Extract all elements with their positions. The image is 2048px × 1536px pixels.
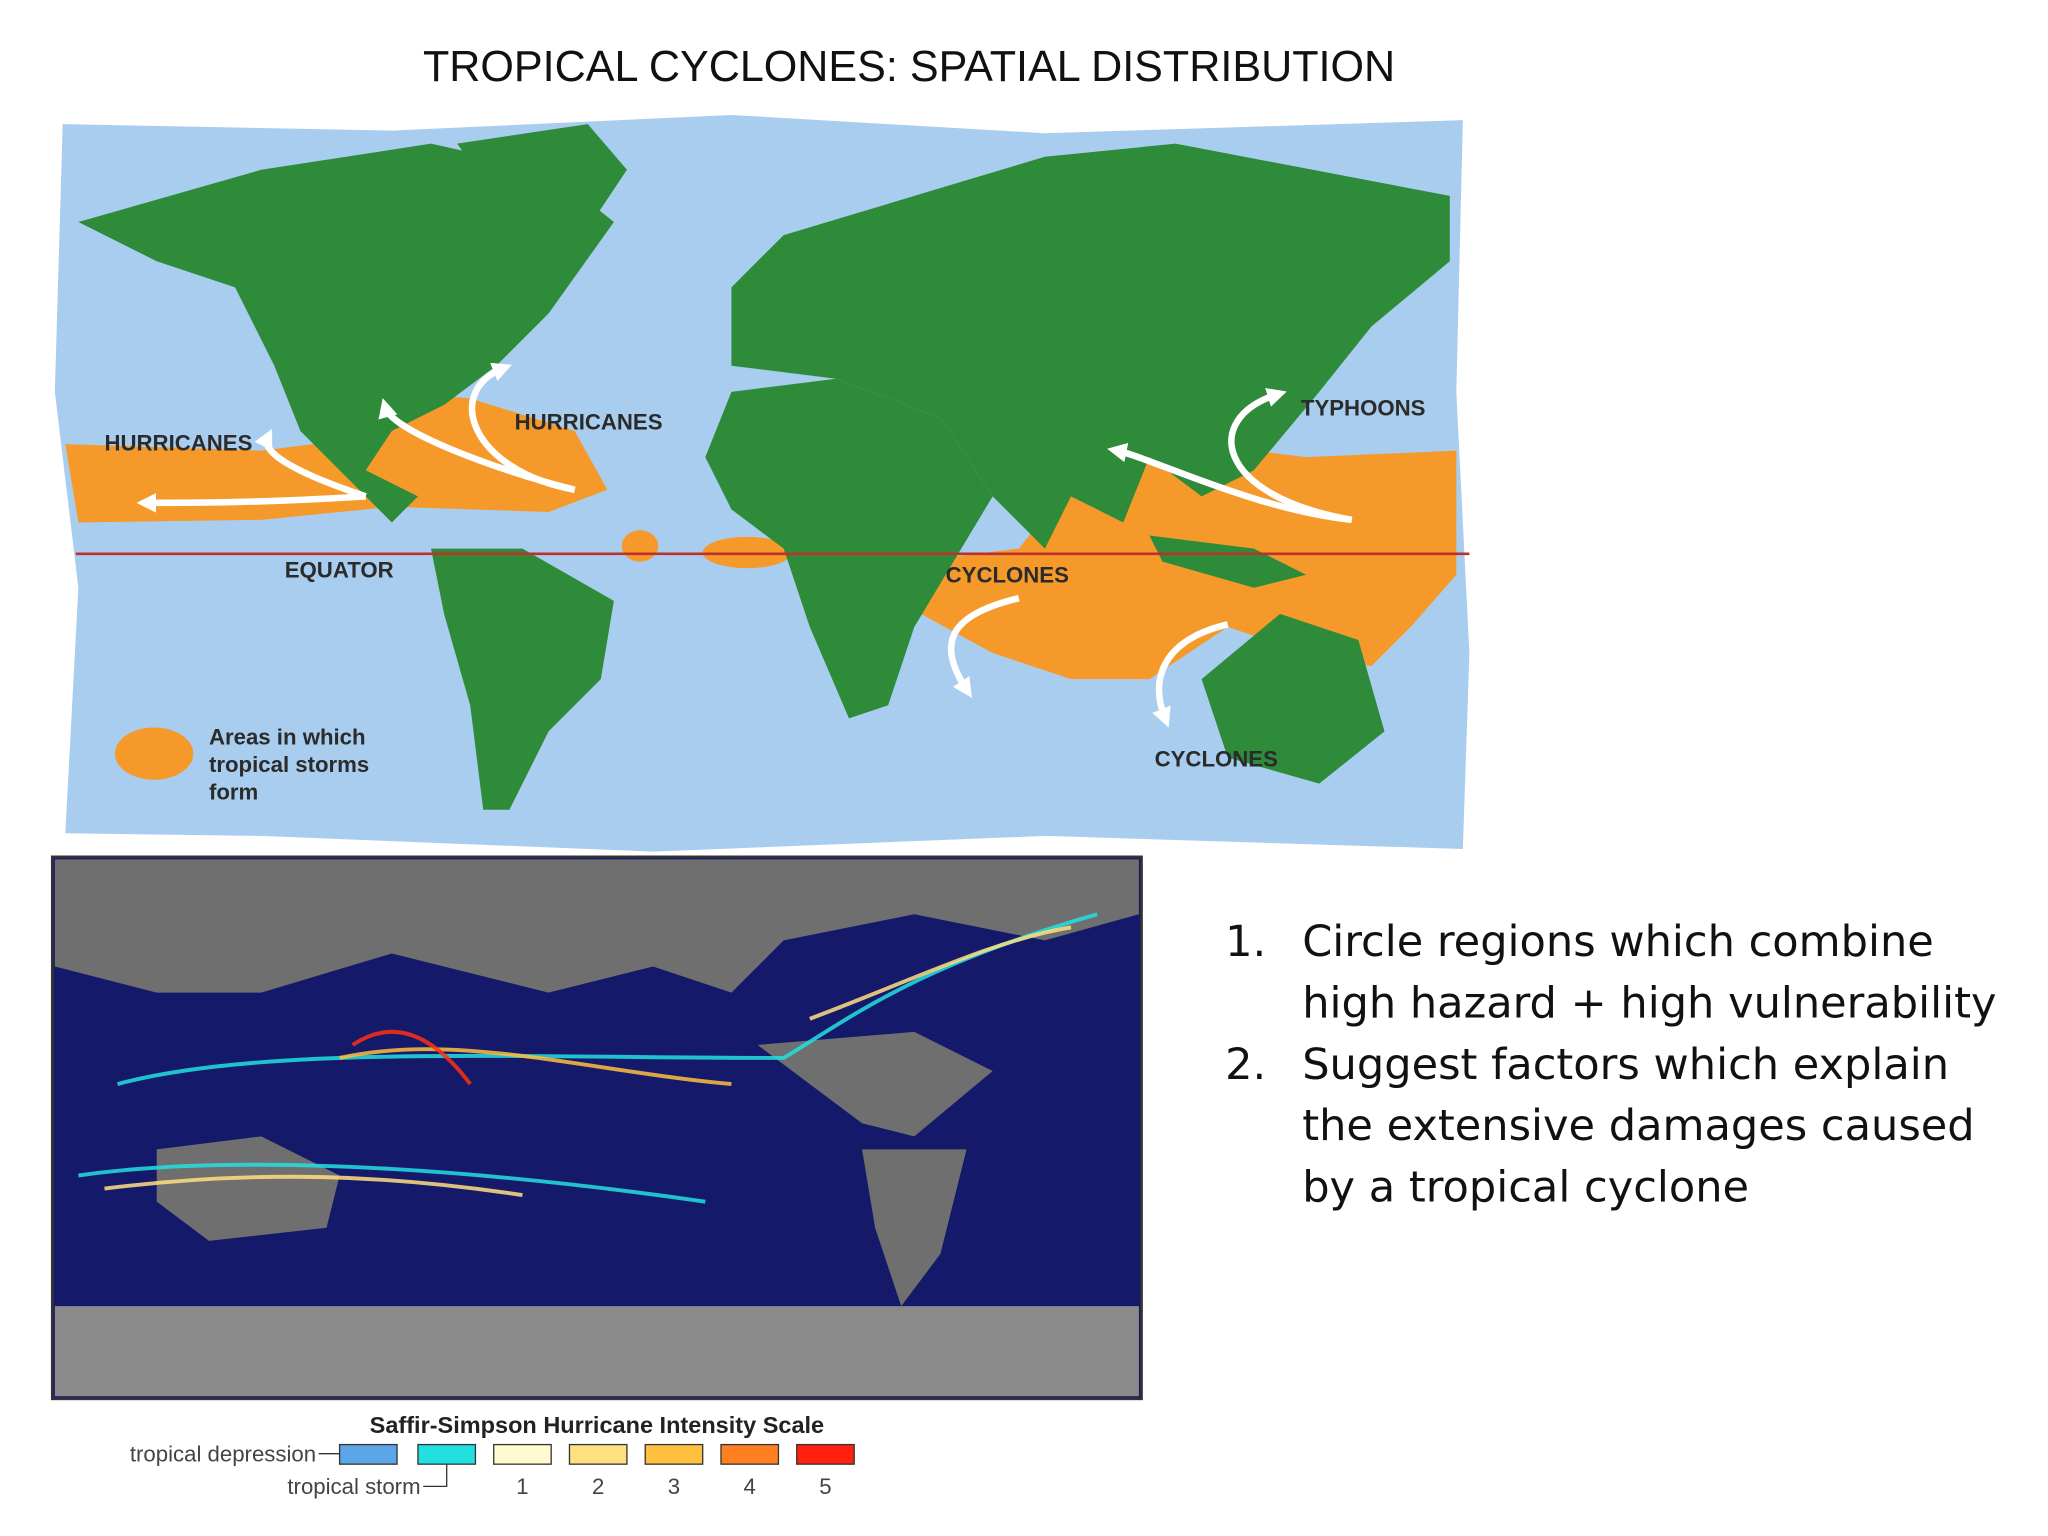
map-label: TYPHOONS: [1301, 395, 1426, 420]
intensity-legend: [318, 1443, 855, 1488]
map-legend-text: form: [209, 779, 258, 804]
category-label: 1: [516, 1474, 528, 1499]
map-label: EQUATOR: [285, 557, 394, 582]
question-text: Circle regions which combine: [1302, 917, 1934, 967]
category-label: 4: [744, 1474, 756, 1499]
scale-title: Saffir-Simpson Hurricane Intensity Scale: [370, 1412, 824, 1438]
depression-label: tropical depression: [130, 1442, 316, 1467]
category-label: 2: [592, 1474, 604, 1499]
question-text: Suggest factors which explain: [1302, 1040, 1949, 1090]
question-text: the extensive damages caused: [1302, 1101, 1974, 1151]
slide-title: TROPICAL CYCLONES: SPATIAL DISTRIBUTION: [423, 43, 1395, 91]
question-text: high hazard + high vulnerability: [1302, 978, 1996, 1028]
world-map: [54, 114, 1470, 852]
map-label: HURRICANES: [515, 410, 663, 435]
category-label: 5: [819, 1474, 831, 1499]
track-map: [50, 855, 1143, 1401]
category-label: 3: [668, 1474, 680, 1499]
map-label: CYCLONES: [1155, 747, 1278, 772]
question-text: by a tropical cyclone: [1302, 1163, 1749, 1213]
question-number: 1.: [1225, 917, 1266, 967]
map-label: HURRICANES: [104, 431, 252, 456]
storm-label: tropical storm: [287, 1474, 420, 1499]
question-number: 2.: [1225, 1040, 1266, 1090]
map-legend-text: tropical storms: [209, 752, 369, 777]
map-legend-text: Areas in which: [209, 724, 366, 749]
map-label: CYCLONES: [946, 563, 1069, 588]
